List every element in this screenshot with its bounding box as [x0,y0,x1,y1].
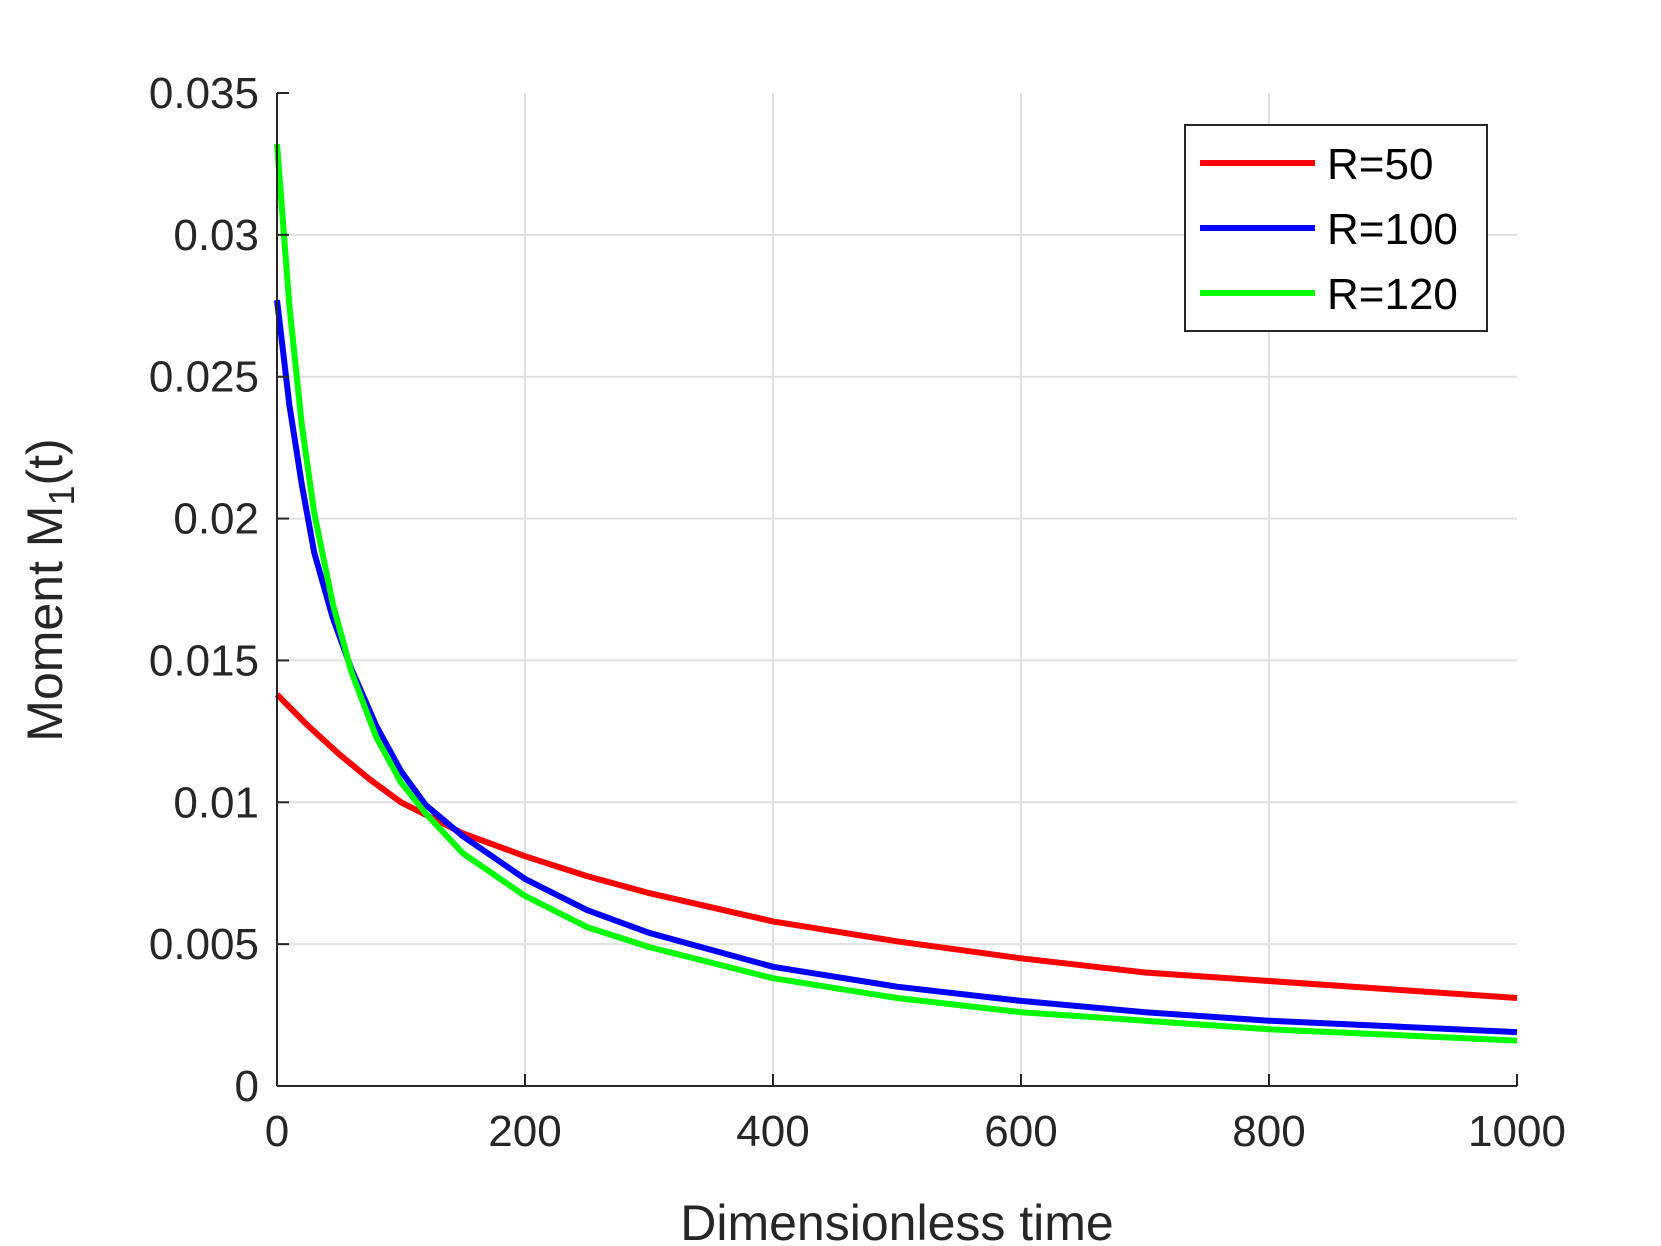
y-axis-title-main: Moment M [17,506,73,742]
y-tick-label: 0.005 [149,920,259,969]
legend-label: R=120 [1327,270,1458,319]
series-layer [274,143,1518,1044]
x-axis-title: Dimensionless time [680,1195,1113,1246]
series-line-r-120 [274,143,1518,1044]
x-tick-label: 0 [265,1107,289,1156]
y-axis-title-subscript: 1 [41,486,82,506]
legend: R=50 R=100 R=120 [1184,124,1488,332]
y-tick-label: 0.03 [173,211,259,260]
x-tick-label: 800 [1232,1107,1305,1156]
x-tick-label: 600 [984,1107,1057,1156]
legend-label: R=50 [1327,140,1433,189]
x-tick-label: 1000 [1468,1107,1566,1156]
y-axis-title: Moment M1(t) [17,438,82,741]
series-line-r-50 [274,692,1518,1001]
legend-label: R=100 [1327,205,1458,254]
y-tick-label: 0.035 [149,69,259,118]
y-tick-label: 0.02 [173,495,259,544]
axes [276,92,1518,1087]
x-tick-label: 200 [488,1107,561,1156]
y-axis-title-suffix: (t) [17,438,73,485]
y-tick-label: 0.015 [149,636,259,685]
y-tick-label: 0.01 [173,778,259,827]
x-tick-labels: 0 200 400 600 800 1000 [265,1107,1566,1156]
x-tick-label: 400 [736,1107,809,1156]
y-tick-labels: 0 0.005 0.01 0.015 0.02 0.025 0.03 0.035 [149,69,259,1111]
series-line-r-100 [274,299,1518,1036]
y-tick-label: 0 [235,1062,259,1111]
y-tick-label: 0.025 [149,353,259,402]
